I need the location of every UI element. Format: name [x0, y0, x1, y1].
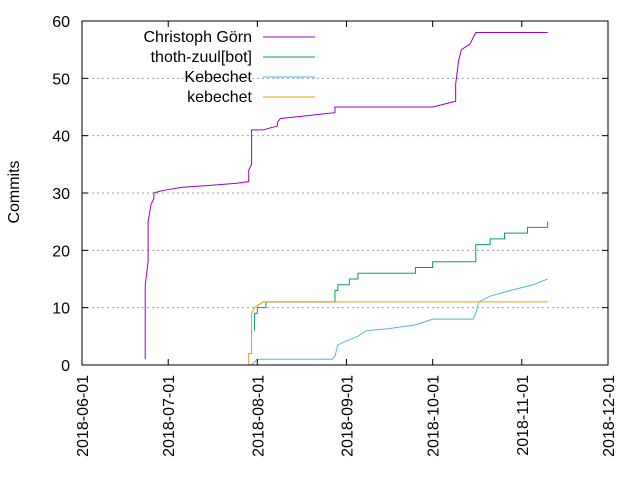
legend-label-2: thoth-zuul[bot] — [151, 49, 252, 66]
x-tick-label: 2018-10-01 — [426, 375, 443, 457]
y-ticks: 0 10 20 30 40 50 60 — [52, 14, 608, 375]
x-tick-label: 2018-09-01 — [339, 375, 356, 457]
y-tick-label: 20 — [52, 243, 70, 260]
legend: Christoph Görn thoth-zuul[bot] Kebechet keb… — [144, 29, 315, 106]
series-line-1 — [144, 31, 548, 360]
plot-border — [81, 20, 609, 366]
series-line-4 — [248, 301, 548, 365]
x-ticks: 2018-06-01 2018-07-01 2018-08-01 2018-09-01… — [75, 21, 618, 457]
y-tick-label: 50 — [52, 71, 70, 88]
series-line-2 — [253, 221, 549, 331]
x-tick-label: 2018-12-01 — [601, 375, 618, 457]
series-lines — [144, 31, 549, 366]
legend-label-1: Christoph Görn — [144, 29, 253, 46]
y-axis-label: Commits — [6, 160, 23, 223]
series-line-3 — [251, 278, 548, 366]
x-tick-label: 2018-11-01 — [515, 375, 532, 456]
x-tick-label: 2018-06-01 — [75, 375, 92, 457]
axes — [81, 20, 609, 366]
legend-label-3: Kebechet — [184, 69, 252, 86]
y-tick-label: 30 — [52, 186, 70, 203]
y-tick-label: 10 — [52, 301, 70, 318]
y-tick-label: 0 — [61, 358, 70, 375]
x-tick-label: 2018-08-01 — [250, 375, 267, 457]
y-tick-label: 40 — [52, 129, 70, 146]
y-tick-label: 60 — [52, 14, 70, 31]
legend-label-4: kebechet — [187, 89, 252, 106]
x-tick-label: 2018-07-01 — [161, 375, 178, 457]
